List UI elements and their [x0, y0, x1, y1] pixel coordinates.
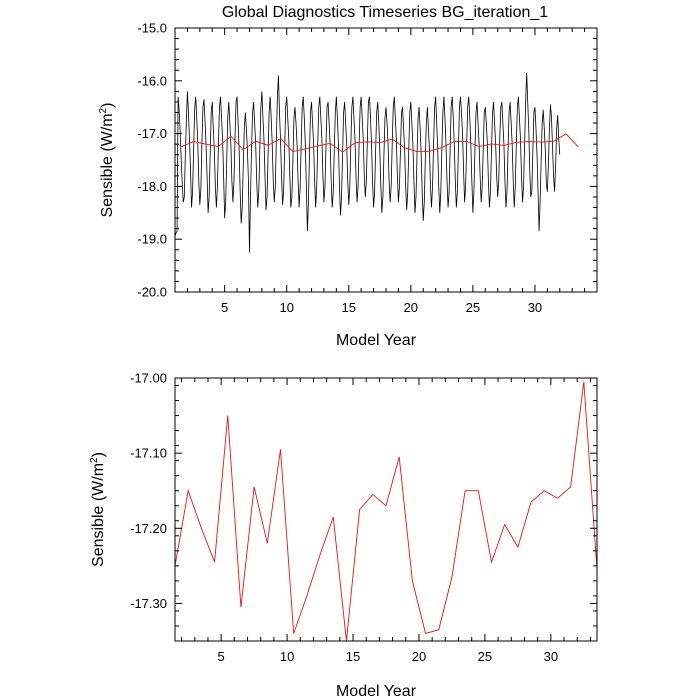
y-axis-label: Sensible (W/m2) — [98, 103, 116, 218]
y-tick-label: -15.0 — [137, 21, 167, 36]
y-tick-label: -19.0 — [137, 232, 167, 247]
x-tick-label: 10 — [279, 300, 293, 315]
y-tick-label: -17.20 — [130, 521, 167, 536]
monthly-line-0 — [174, 72, 561, 253]
x-tick-label: 30 — [544, 649, 558, 664]
y-tick-label: -20.0 — [137, 285, 167, 300]
x-tick-label: 10 — [280, 649, 294, 664]
annual-mean-line-1 — [174, 381, 598, 642]
figure-title: Global Diagnostics Timeseries BG_iterati… — [222, 4, 548, 21]
x-tick-label: 5 — [221, 300, 228, 315]
y-axis-label: Sensible (W/m2) — [89, 452, 107, 567]
y-tick-label: -17.10 — [130, 446, 167, 461]
x-tick-label: 25 — [478, 649, 492, 664]
y-tick-label: -16.0 — [137, 73, 167, 88]
plot-frame — [174, 377, 598, 642]
x-tick-label: 25 — [466, 300, 480, 315]
x-axis-label: Model Year — [336, 332, 417, 349]
plot-frame — [174, 27, 598, 293]
x-tick-label: 20 — [404, 300, 418, 315]
x-tick-label: 30 — [528, 300, 542, 315]
bottom-annual-panel: 5 10 15 20 25 30 -17.30 -17.20 -17.10 -17.00 Model… — [89, 371, 598, 700]
x-tick-label: 5 — [218, 649, 225, 664]
y-tick-label: -17.00 — [130, 371, 167, 386]
annual-mean-line-0 — [181, 133, 579, 153]
y-tick-label: -17.30 — [130, 596, 167, 611]
y-tick-label: -18.0 — [137, 179, 167, 194]
x-tick-label: 15 — [346, 649, 360, 664]
x-axis-label: Model Year — [336, 683, 417, 700]
top-timeseries-panel: 5 10 15 20 25 30 -20.0 -19.0 -18.0 -17.0 -16.0 -15.… — [98, 21, 598, 349]
y-tick-label: -17.0 — [137, 126, 167, 141]
x-tick-label: 20 — [412, 649, 426, 664]
x-tick-label: 15 — [342, 300, 356, 315]
